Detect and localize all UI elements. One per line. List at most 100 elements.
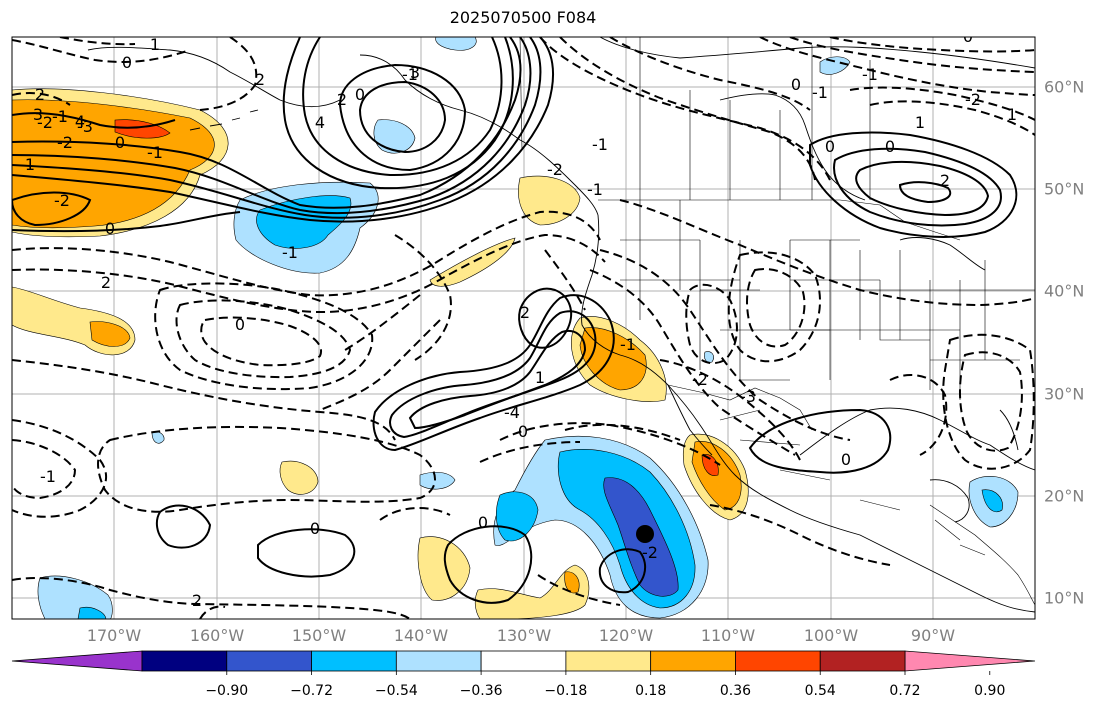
- contour-label: 0: [518, 422, 528, 441]
- contour-line: [518, 287, 573, 349]
- contour-label: 0: [105, 219, 115, 238]
- longitude-label: 150°W: [291, 626, 347, 645]
- colorbar-segment: [480, 650, 567, 672]
- contour-label: 2: [35, 85, 45, 104]
- colorbar-tick-label: −0.72: [290, 683, 333, 699]
- contour-label: 0: [963, 27, 973, 46]
- contour-line: [12, 92, 71, 106]
- contour-label: 1: [25, 155, 35, 174]
- contour-label: 0: [841, 450, 851, 469]
- contour-line: [479, 441, 581, 463]
- contour-line: [12, 419, 107, 518]
- contour-line: [12, 37, 555, 223]
- contour-line: [12, 233, 606, 314]
- colorbar-tick-label: −0.90: [205, 683, 249, 699]
- contour-line: [302, 37, 503, 177]
- contour-line: [619, 199, 1035, 307]
- contour-line: [59, 37, 136, 46]
- dashed-contours: [12, 37, 1035, 619]
- contour-line: [154, 282, 374, 391]
- contour-line: [12, 359, 396, 441]
- longitude-label: 100°W: [803, 626, 859, 645]
- contour-line: [544, 249, 586, 311]
- contour-line: [564, 423, 681, 441]
- contour-label: -1: [147, 143, 163, 162]
- florida-coast: [999, 409, 1019, 451]
- contour-label: -1: [40, 467, 56, 486]
- coastlines: [87, 37, 1035, 613]
- colorbar-extend-high: [904, 650, 1036, 672]
- contour-line: [709, 504, 891, 566]
- contour-label: 2: [337, 90, 347, 109]
- contour-label: -2: [547, 160, 563, 179]
- latitude-label: 50°N: [1044, 179, 1085, 199]
- contour-label: 0: [791, 75, 801, 94]
- contour-line: [12, 39, 191, 63]
- contour-line: [539, 37, 831, 181]
- contour-line: [958, 351, 1023, 452]
- contour-line: [609, 37, 811, 111]
- colorbar: [11, 650, 1036, 675]
- positive-anomaly-shading: [89, 321, 131, 347]
- negative-anomaly-shading: [496, 491, 539, 542]
- contour-label: 0: [235, 315, 245, 334]
- colorbar-tick-label: 0.54: [804, 683, 836, 699]
- contour-line: [12, 211, 241, 233]
- longitude-label: 120°W: [598, 626, 654, 645]
- longitude-label: 130°W: [496, 626, 552, 645]
- contour-label: 0: [478, 513, 488, 532]
- contour-line: [748, 408, 892, 474]
- contour-label: 0: [355, 85, 365, 104]
- alaska-coastline: [87, 46, 599, 216]
- contour-line: [589, 269, 796, 456]
- contour-line: [443, 525, 533, 604]
- contour-line: [12, 37, 542, 219]
- contour-line: [12, 37, 532, 215]
- contour-label: -1: [587, 180, 603, 199]
- contour-line: [372, 294, 615, 452]
- contour-label: -2: [642, 543, 658, 562]
- mexico-states: [719, 409, 901, 511]
- contour-label: -1: [402, 65, 418, 84]
- positive-anomaly-shading: [564, 571, 580, 594]
- colorbar-segment: [735, 650, 821, 672]
- contour-line: [898, 181, 952, 204]
- contour-label: -1: [52, 107, 68, 126]
- colorbar-tick-label: 0.90: [974, 683, 1006, 699]
- contour-line: [889, 374, 948, 456]
- aleutian-islands: [189, 109, 259, 131]
- longitude-label: 140°W: [393, 626, 449, 645]
- colorbar-segment: [226, 650, 312, 672]
- colorbar-segment: [819, 650, 906, 672]
- positive-anomaly-shading: [518, 175, 581, 226]
- contour-label: 1: [150, 35, 160, 54]
- contour-label: -2: [965, 90, 981, 109]
- contour-line: [344, 294, 421, 351]
- contour-line: [12, 191, 92, 227]
- contour-label: -1: [620, 335, 636, 354]
- longitude-label: 160°W: [189, 626, 245, 645]
- contour-label: 0: [885, 137, 895, 156]
- positive-anomaly-shading: [701, 454, 719, 476]
- colorbar-segment: [565, 650, 652, 672]
- negative-anomaly-shading: [77, 607, 107, 619]
- gulf-coast: [799, 407, 1035, 471]
- contour-line: [379, 507, 451, 521]
- contour-label: 2: [192, 591, 202, 610]
- contour-label: -3: [77, 117, 93, 136]
- contour-label: -3: [740, 387, 756, 406]
- contour-label: 1: [535, 368, 545, 387]
- contour-line: [12, 112, 176, 129]
- negative-anomaly-shading: [819, 56, 851, 75]
- hudson-bay: [719, 93, 866, 201]
- contour-label: 4: [315, 113, 325, 132]
- contour-line: [200, 316, 323, 367]
- colorbar-tick-label: 0.36: [719, 683, 752, 699]
- contour-line: [408, 330, 587, 430]
- northern-coast: [599, 37, 1035, 69]
- negative-anomaly-shading: [704, 351, 714, 363]
- contour-line: [833, 147, 1002, 227]
- great-lakes: [899, 237, 986, 271]
- contour-line: [759, 37, 1035, 96]
